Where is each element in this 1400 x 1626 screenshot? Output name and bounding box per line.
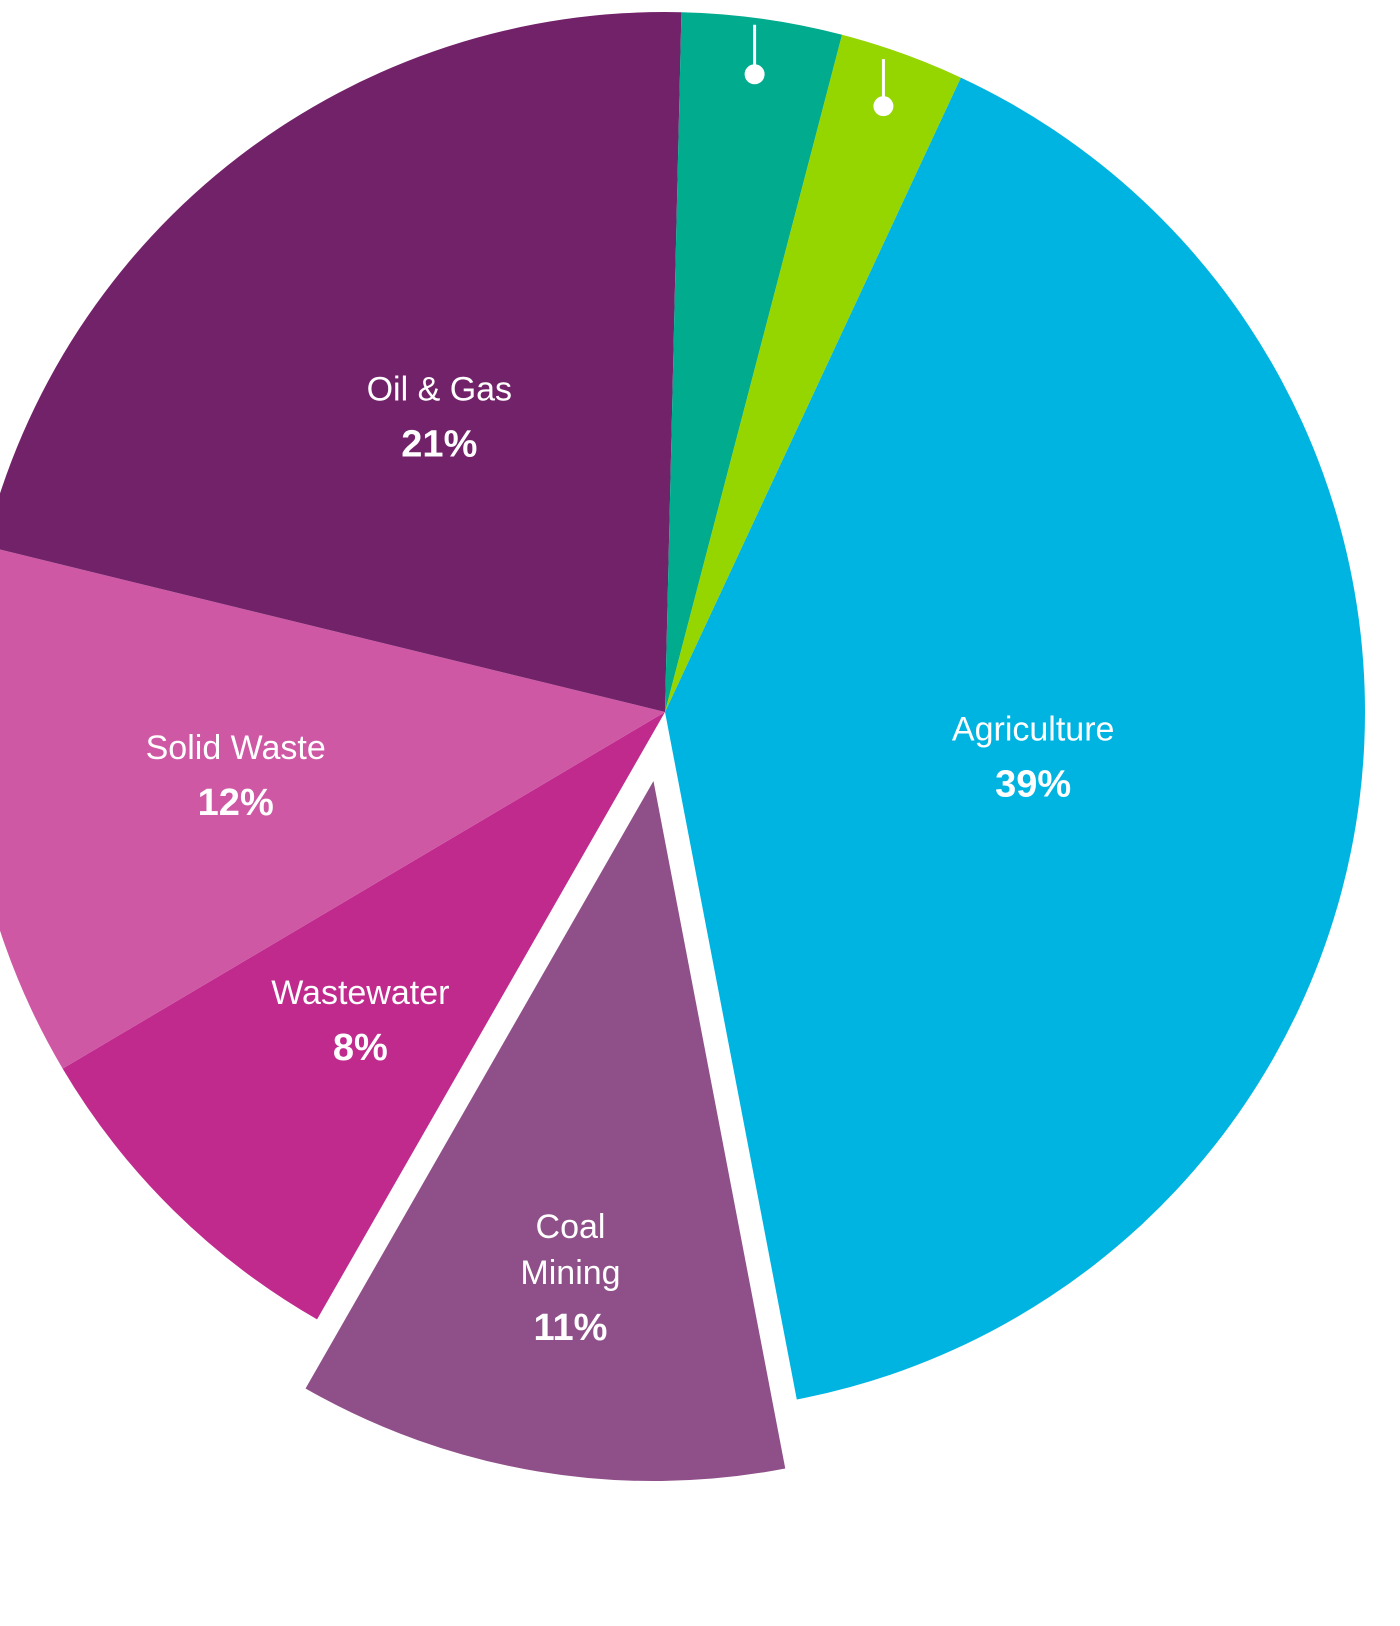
slice-oil-gas [0, 12, 682, 712]
callout-dot-7 [873, 96, 894, 117]
slice-label-solid-waste: Solid Waste 12% [146, 729, 326, 824]
slice-label-text: Wastewater [271, 974, 449, 1012]
slice-label-text: Oil & Gas [367, 371, 512, 409]
slice-coal-mining [305, 781, 786, 1482]
slice-agriculture [665, 77, 1366, 1400]
slice-solid-waste [0, 549, 665, 1069]
slice-value: 11% [534, 1307, 608, 1349]
pie-labels: Agriculture 39% Coal Mining 11% Wastewater 8% S… [146, 371, 1115, 1350]
callout-dot-6 [744, 64, 765, 85]
slice-unlabeled-6 [665, 12, 843, 712]
slice-label-text: Agriculture [952, 711, 1115, 749]
slice-label-text: Mining [520, 1254, 620, 1292]
slice-unlabeled-7 [665, 34, 961, 712]
slice-value: 8% [333, 1027, 388, 1069]
slice-value: 12% [198, 782, 274, 824]
slice-label-coal-mining: Coal Mining 11% [520, 1208, 620, 1349]
slice-label-text: Coal [536, 1208, 606, 1246]
slice-label-oil-gas: Oil & Gas 21% [367, 371, 512, 466]
slice-label-wastewater: Wastewater 8% [271, 974, 449, 1069]
slice-value: 39% [995, 764, 1071, 806]
slice-value: 21% [401, 424, 477, 466]
slice-label-text: Solid Waste [146, 729, 326, 767]
slice-wastewater [62, 712, 665, 1320]
pie-slices [0, 12, 1366, 1482]
slice-label-agriculture: Agriculture 39% [952, 711, 1115, 806]
